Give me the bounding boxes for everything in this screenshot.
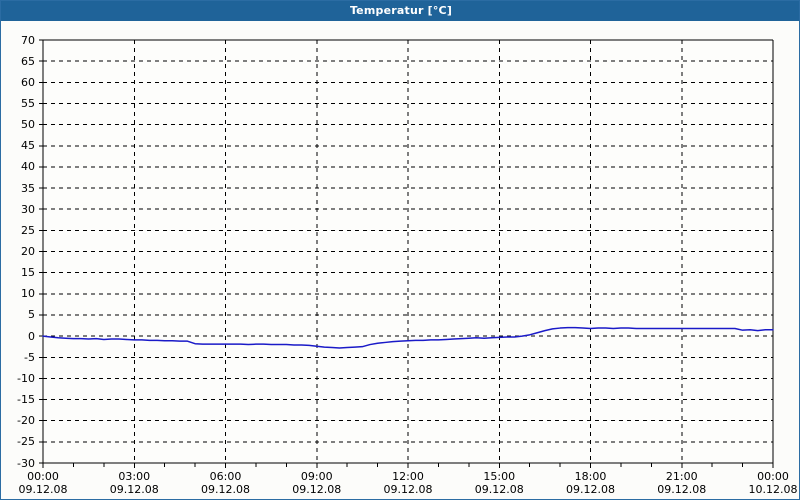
y-axis-tick-label: -5 — [24, 350, 35, 364]
y-axis-tick-label: 70 — [21, 33, 35, 47]
y-axis-tick-label: -15 — [17, 393, 35, 407]
y-axis-tick-label: -30 — [17, 456, 35, 470]
y-axis-tick-label: 60 — [21, 75, 35, 89]
y-axis-tick-label: 25 — [21, 223, 35, 237]
x-tick-date: 09.12.08 — [292, 483, 342, 496]
y-axis-tick-label: 10 — [21, 287, 35, 301]
x-axis-tick-label: 21:00 09.12.08 — [642, 470, 722, 496]
x-tick-date: 10.12.08 — [748, 483, 798, 496]
x-axis-tick-label: 06:00 09.12.08 — [186, 470, 266, 496]
x-axis-tick-label: 00:00 09.12.08 — [3, 470, 83, 496]
y-axis-tick-label: 40 — [21, 160, 35, 174]
y-axis-tick-label: 5 — [28, 308, 35, 322]
x-tick-date: 09.12.08 — [201, 483, 250, 496]
x-tick-time: 00:00 — [27, 470, 59, 483]
x-tick-time: 03:00 — [118, 470, 151, 483]
y-axis-tick-label: 30 — [21, 202, 35, 216]
x-axis-tick-label: 12:00 09.12.08 — [368, 470, 448, 496]
x-tick-time: 12:00 — [392, 470, 424, 483]
x-tick-time: 18:00 — [574, 470, 607, 483]
x-tick-date: 09.12.08 — [18, 483, 68, 496]
x-tick-time: 21:00 — [665, 470, 698, 483]
y-axis-tick-label: 15 — [21, 266, 35, 280]
window-title: Temperatur [°C] — [1, 1, 799, 21]
x-tick-date: 09.12.08 — [566, 483, 615, 496]
y-axis-tick-label: -10 — [17, 371, 35, 385]
x-tick-date: 09.12.08 — [383, 483, 433, 496]
y-axis-tick-label: 55 — [21, 96, 35, 110]
y-axis-tick-label: 65 — [21, 54, 35, 68]
x-tick-time: 15:00 — [483, 470, 516, 483]
x-tick-time: 06:00 — [209, 470, 242, 483]
x-tick-time: 09:00 — [300, 470, 333, 483]
y-axis-tick-label: 50 — [21, 118, 35, 132]
x-tick-date: 09.12.08 — [474, 483, 524, 496]
y-axis-tick-label: -25 — [17, 435, 35, 449]
x-axis-tick-label: 03:00 09.12.08 — [94, 470, 174, 496]
x-tick-date: 09.12.08 — [109, 483, 159, 496]
x-axis-tick-label: 00:00 10.12.08 — [733, 470, 799, 496]
x-tick-time: 00:00 — [757, 470, 789, 483]
x-axis-tick-label: 15:00 09.12.08 — [459, 470, 539, 496]
x-axis-tick-label: 18:00 09.12.08 — [551, 470, 631, 496]
temperature-line-chart — [39, 39, 774, 468]
x-tick-date: 09.12.08 — [657, 483, 707, 496]
y-axis-tick-label: 35 — [21, 181, 35, 195]
y-axis-tick-label: 0 — [28, 329, 35, 343]
y-axis-tick-label: 20 — [21, 245, 35, 258]
x-axis-tick-label: 09:00 09.12.08 — [277, 470, 357, 496]
chart-plot-area: 70 65 60 55 50 45 40 35 30 25 20 15 10 5 0 -5 -10 -15 -20-… — [1, 21, 799, 499]
y-axis-tick-label: -20 — [17, 414, 35, 428]
y-axis-tick-label: 45 — [21, 139, 35, 153]
